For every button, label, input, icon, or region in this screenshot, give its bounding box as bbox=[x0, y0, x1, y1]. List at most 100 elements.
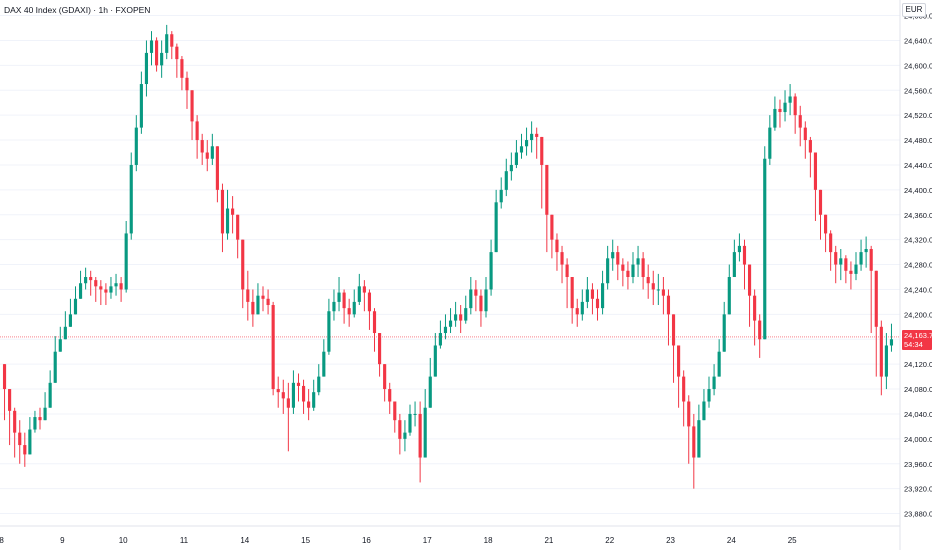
candle-body bbox=[342, 292, 346, 309]
chart-title: DAX 40 Index (GDAXI) · 1h · FXOPEN bbox=[4, 5, 151, 15]
candle-body bbox=[38, 417, 42, 421]
candle-body bbox=[398, 420, 402, 439]
x-tick-label: 17 bbox=[423, 536, 432, 545]
candle-body bbox=[347, 308, 351, 315]
candle-body bbox=[114, 283, 118, 287]
candle bbox=[423, 389, 427, 458]
x-tick-label: 23 bbox=[666, 536, 675, 545]
candle-body bbox=[261, 295, 265, 299]
candle bbox=[63, 311, 67, 340]
candle bbox=[540, 136, 544, 209]
time-axis[interactable]: 8 9 10 11 14 15 16 17 18 21 22 23 24 25 bbox=[0, 536, 797, 545]
candle-body bbox=[149, 40, 154, 53]
candle-body bbox=[8, 389, 12, 411]
candle bbox=[824, 214, 828, 253]
candle bbox=[646, 264, 650, 299]
candle bbox=[8, 389, 12, 446]
candle bbox=[58, 326, 62, 352]
last-price-label: 24,163.7 54:34 bbox=[902, 329, 932, 350]
candle bbox=[580, 289, 584, 321]
price-axis[interactable]: 23,880.0 23,920.0 23,960.0 24,000.0 24,040.0… bbox=[904, 12, 932, 519]
candle bbox=[499, 177, 503, 209]
candle-body bbox=[844, 258, 848, 271]
candle bbox=[550, 214, 554, 259]
candle-body bbox=[48, 382, 52, 408]
candle-body bbox=[763, 158, 767, 340]
candle bbox=[261, 286, 265, 312]
candle bbox=[408, 404, 412, 436]
candle-body bbox=[160, 52, 164, 66]
candle-body bbox=[307, 401, 311, 408]
currency-button[interactable]: EUR bbox=[902, 3, 926, 17]
candle bbox=[215, 146, 219, 203]
candle-body bbox=[23, 445, 27, 455]
candle bbox=[89, 270, 93, 296]
candle bbox=[768, 115, 772, 165]
candle-body bbox=[362, 286, 366, 293]
candle-body bbox=[200, 140, 204, 153]
candle bbox=[296, 373, 301, 402]
candle-body bbox=[560, 252, 564, 265]
candle-body bbox=[195, 121, 199, 141]
candle-body bbox=[139, 84, 143, 128]
candle-body bbox=[555, 239, 559, 253]
candle bbox=[773, 96, 777, 131]
candle bbox=[210, 133, 214, 165]
candle-body bbox=[879, 326, 883, 377]
x-tick-label: 15 bbox=[301, 536, 310, 545]
candle bbox=[677, 345, 681, 408]
candle bbox=[428, 357, 432, 408]
candle-body bbox=[383, 364, 387, 390]
candle-body bbox=[656, 289, 660, 291]
candle-body bbox=[13, 410, 17, 433]
candle bbox=[28, 417, 32, 455]
x-tick-label: 14 bbox=[240, 536, 249, 545]
candle-body bbox=[443, 326, 448, 334]
candle bbox=[246, 270, 250, 321]
x-tick-label: 11 bbox=[180, 536, 189, 545]
candle-body bbox=[869, 248, 873, 271]
y-tick-label: 23,880.0 bbox=[904, 510, 932, 519]
candle bbox=[241, 239, 245, 309]
candle-body bbox=[357, 286, 361, 302]
candle-body bbox=[296, 382, 301, 386]
candle-body bbox=[829, 233, 833, 253]
candle bbox=[286, 382, 290, 452]
candle-body bbox=[124, 233, 128, 290]
candle-body bbox=[327, 311, 331, 352]
candle bbox=[479, 289, 483, 327]
candle bbox=[73, 286, 78, 315]
candle bbox=[418, 401, 422, 483]
candle bbox=[403, 420, 407, 452]
candle-body bbox=[666, 295, 671, 315]
candle-body bbox=[301, 385, 306, 402]
candle bbox=[104, 283, 108, 306]
y-tick-label: 24,000.0 bbox=[904, 435, 932, 444]
candle bbox=[474, 280, 478, 312]
x-tick-label: 16 bbox=[362, 536, 371, 545]
candle bbox=[291, 370, 295, 414]
x-tick-label: 9 bbox=[60, 536, 65, 545]
candle-body bbox=[732, 252, 736, 278]
candle bbox=[165, 24, 169, 60]
candle bbox=[839, 248, 843, 281]
candle-body bbox=[78, 283, 83, 299]
candle-body bbox=[134, 127, 138, 165]
candle-body bbox=[595, 298, 600, 309]
candle-body bbox=[813, 152, 818, 190]
candle bbox=[560, 245, 564, 284]
candles bbox=[2, 24, 894, 489]
candle-body bbox=[225, 208, 230, 234]
candle-body bbox=[712, 376, 716, 390]
candle-body bbox=[671, 314, 676, 346]
candle-body bbox=[84, 277, 88, 284]
candle-body bbox=[190, 90, 194, 122]
candle bbox=[322, 339, 326, 377]
candle bbox=[33, 410, 37, 433]
candle bbox=[737, 233, 741, 262]
candle bbox=[747, 264, 752, 327]
candle-body bbox=[469, 289, 473, 309]
candle-body bbox=[524, 140, 529, 147]
